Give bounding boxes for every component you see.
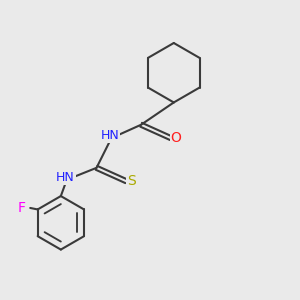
Text: F: F bbox=[18, 201, 26, 215]
Text: HN: HN bbox=[100, 129, 119, 142]
Text: S: S bbox=[127, 174, 136, 188]
Text: O: O bbox=[171, 131, 182, 145]
Text: HN: HN bbox=[56, 171, 75, 184]
